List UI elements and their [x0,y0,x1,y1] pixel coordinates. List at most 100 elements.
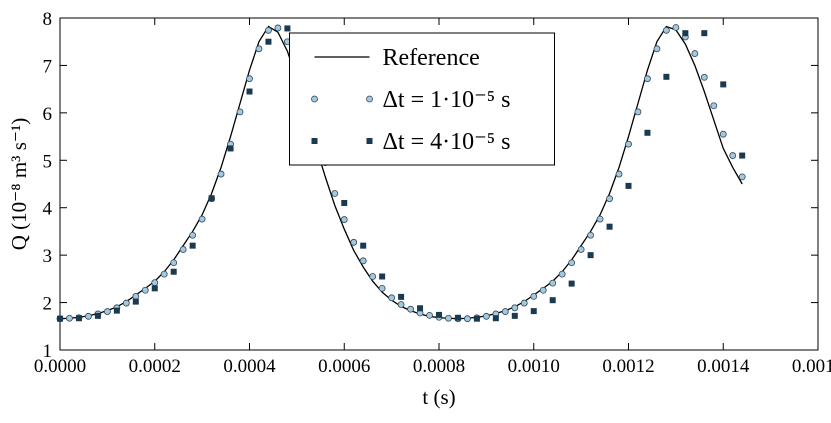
data-point [66,314,73,322]
y-tick-label: 2 [43,294,53,315]
data-point [379,273,386,280]
data-point [700,73,708,81]
x-tick-label: 0.0016 [792,356,831,377]
data-point [189,242,196,249]
data-point [644,129,651,136]
data-point [397,301,405,308]
legend-swatch [366,138,373,144]
y-tick-label: 6 [43,104,53,125]
data-point [378,284,386,292]
data-point [739,152,746,159]
y-tick-label: 3 [43,246,53,267]
data-point [170,259,178,267]
data-point [663,73,670,80]
data-point [359,257,367,265]
x-axis-label: t (s) [422,385,455,409]
y-tick-label: 7 [43,56,53,77]
data-point [57,315,63,322]
data-point [539,286,547,294]
data-point [492,315,499,322]
data-point [568,280,575,287]
data-point [530,308,537,315]
data-point [151,279,159,287]
data-point [511,312,518,319]
y-tick-label: 5 [43,151,53,172]
data-point [720,81,727,88]
data-point [236,108,244,116]
legend-label: Δt = 1·10⁻⁵ s [383,87,511,113]
data-point [511,304,519,312]
data-point [274,24,282,32]
data-point [663,26,670,34]
x-tick-label: 0.0002 [129,356,181,377]
data-point [701,30,708,37]
data-point [265,38,272,45]
data-point [388,294,396,302]
legend-label: Reference [383,45,480,71]
data-point [606,223,613,230]
data-point [246,75,253,83]
data-point [217,170,225,178]
data-point [482,312,490,320]
plot-area [56,24,746,323]
data-point [75,315,82,322]
data-point [577,246,585,253]
data-point [246,88,253,95]
data-point [132,293,140,300]
data-point [558,270,566,278]
data-point [255,45,263,53]
data-point [132,298,139,305]
data-point [227,145,234,152]
data-point [644,75,651,83]
data-point [719,130,727,138]
y-axis-label: Q (10⁻⁸ m³ s⁻¹) [7,118,31,251]
data-point [454,314,461,321]
data-point [407,305,414,313]
data-point [426,311,433,319]
data-point [436,311,442,318]
data-point [417,305,424,312]
x-tick-label: 0.0000 [34,356,86,377]
x-tick-label: 0.0006 [318,356,370,377]
data-point [615,170,623,178]
data-point [625,140,632,148]
legend-label: Δt = 4·10⁻⁵ s [383,129,511,155]
y-tick-label: 4 [43,199,53,220]
data-point [113,307,120,314]
data-point [691,50,699,57]
data-point [682,30,689,37]
data-point [398,293,405,300]
x-tick-label: 0.0010 [508,356,560,377]
data-point [85,312,92,320]
data-point [151,285,158,292]
data-point [710,102,718,110]
data-point [549,297,556,304]
y-tick-label: 8 [43,9,53,30]
data-point [596,215,604,223]
data-point [340,216,348,223]
data-point [672,24,680,31]
data-point [360,242,367,249]
legend-box [289,32,555,166]
data-point [208,195,215,202]
x-tick-label: 0.0012 [602,356,654,377]
data-point [464,315,471,323]
data-point [265,26,272,34]
data-point [606,195,613,203]
y-tick-label: 1 [43,341,53,362]
data-point [530,293,538,300]
data-point [284,25,291,32]
data-point [369,273,377,280]
data-point [549,279,557,287]
x-tick-label: 0.0004 [223,356,276,377]
data-point [160,270,168,278]
data-point [634,108,642,116]
data-point [141,286,149,294]
data-point [341,199,348,206]
data-point [625,182,632,189]
data-point [103,308,111,315]
legend-swatch [311,138,318,144]
x-tick-label: 0.0014 [697,356,750,377]
